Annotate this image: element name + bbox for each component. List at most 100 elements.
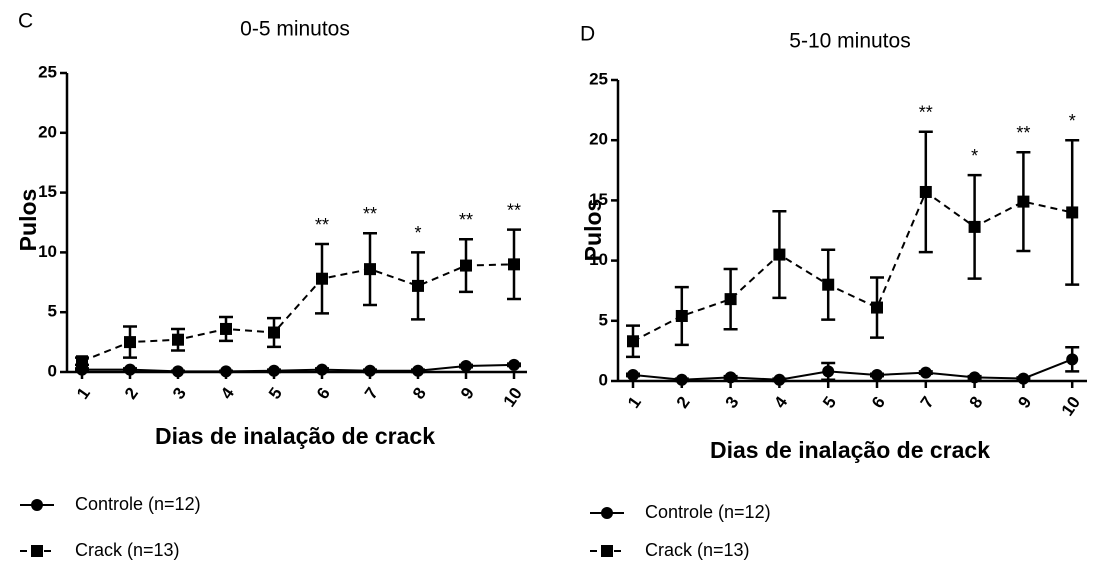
marker bbox=[1066, 206, 1079, 219]
annotation: * bbox=[1069, 111, 1076, 131]
x-tick-label: 8 bbox=[409, 384, 430, 403]
x-tick-label: 3 bbox=[722, 393, 743, 412]
marker bbox=[220, 322, 232, 335]
marker bbox=[460, 360, 472, 373]
y-tick-label: 20 bbox=[38, 122, 57, 141]
marker bbox=[871, 301, 883, 314]
y-tick-label: 5 bbox=[48, 302, 57, 321]
chart-title: 5-10 minutos bbox=[789, 30, 910, 53]
x-axis-label: Dias de inalação de crack bbox=[710, 437, 990, 463]
marker bbox=[124, 363, 136, 376]
marker bbox=[871, 368, 883, 381]
marker bbox=[773, 248, 786, 261]
annotation: ** bbox=[1016, 123, 1030, 143]
marker bbox=[601, 507, 613, 519]
y-tick-label: 25 bbox=[589, 69, 608, 88]
x-tick-label: 2 bbox=[121, 384, 142, 403]
x-tick-label: 9 bbox=[457, 384, 478, 403]
y-tick-label: 0 bbox=[599, 370, 608, 389]
y-axis-label: Pulos bbox=[580, 199, 606, 262]
marker bbox=[773, 373, 786, 386]
x-tick-label: 8 bbox=[966, 393, 987, 412]
legend-label: Controle (n=12) bbox=[645, 502, 771, 522]
y-tick-label: 25 bbox=[38, 62, 57, 81]
marker bbox=[675, 373, 688, 386]
marker bbox=[31, 545, 43, 557]
marker bbox=[968, 371, 981, 384]
marker bbox=[268, 326, 280, 339]
annotation: ** bbox=[363, 204, 377, 224]
chart: C 0-5 minutos Pulos Dias de inalação de cra… bbox=[15, 10, 527, 560]
annotation: ** bbox=[919, 103, 933, 123]
marker bbox=[919, 366, 932, 379]
x-tick-label: 4 bbox=[217, 384, 238, 403]
series-line bbox=[632, 358, 1073, 381]
x-tick-label: 3 bbox=[169, 384, 190, 403]
x-tick-label: 9 bbox=[1014, 393, 1035, 412]
series-line bbox=[632, 190, 1073, 343]
annotation: ** bbox=[459, 210, 473, 230]
marker bbox=[220, 365, 232, 378]
legend-label: Controle (n=12) bbox=[75, 494, 201, 514]
x-tick-label: 4 bbox=[770, 393, 791, 412]
chart-title: 0-5 minutos bbox=[240, 18, 350, 41]
series-line bbox=[81, 263, 515, 363]
x-tick-label: 6 bbox=[313, 384, 334, 403]
marker bbox=[364, 263, 376, 276]
marker bbox=[76, 355, 88, 368]
marker bbox=[675, 309, 688, 322]
marker bbox=[364, 364, 376, 377]
marker bbox=[460, 259, 472, 272]
y-axis-label: Pulos bbox=[15, 189, 41, 252]
annotation: ** bbox=[507, 200, 521, 220]
marker bbox=[1017, 195, 1030, 208]
panel-label: D bbox=[580, 23, 595, 46]
marker bbox=[316, 272, 328, 285]
x-tick-label: 5 bbox=[819, 393, 840, 412]
marker bbox=[724, 293, 737, 306]
x-tick-label: 10 bbox=[1058, 393, 1084, 419]
x-tick-label: 6 bbox=[868, 393, 889, 412]
marker bbox=[172, 365, 184, 378]
marker bbox=[316, 363, 328, 376]
annotation: * bbox=[971, 146, 978, 166]
y-tick-label: 15 bbox=[38, 182, 57, 201]
y-tick-label: 10 bbox=[38, 242, 57, 261]
marker bbox=[919, 185, 932, 198]
marker bbox=[822, 365, 835, 378]
legend-label: Crack (n=13) bbox=[645, 540, 750, 560]
marker bbox=[1066, 353, 1079, 366]
marker bbox=[268, 364, 280, 377]
marker bbox=[172, 333, 184, 346]
marker bbox=[412, 279, 424, 292]
x-tick-label: 7 bbox=[917, 393, 938, 412]
x-tick-label: 2 bbox=[673, 393, 694, 412]
marker bbox=[627, 368, 639, 381]
series-line bbox=[82, 363, 515, 373]
y-tick-label: 15 bbox=[589, 190, 608, 209]
legend-label: Crack (n=13) bbox=[75, 540, 180, 560]
y-tick-label: 0 bbox=[48, 361, 57, 380]
marker bbox=[822, 278, 835, 291]
marker bbox=[724, 371, 737, 384]
marker bbox=[1017, 372, 1030, 385]
marker bbox=[601, 545, 613, 557]
x-axis-label: Dias de inalação de crack bbox=[155, 423, 435, 449]
marker bbox=[31, 499, 43, 511]
x-tick-label: 5 bbox=[265, 384, 286, 403]
y-tick-label: 20 bbox=[589, 130, 608, 149]
annotation: ** bbox=[315, 215, 329, 235]
x-tick-label: 7 bbox=[361, 384, 382, 403]
chart: D 5-10 minutos Pulos Dias de inalação de cr… bbox=[580, 23, 1087, 560]
annotation: * bbox=[414, 223, 421, 243]
y-tick-label: 10 bbox=[589, 250, 608, 269]
marker bbox=[508, 358, 520, 371]
y-tick-label: 5 bbox=[599, 310, 608, 329]
marker bbox=[508, 258, 520, 271]
marker bbox=[412, 364, 424, 377]
panel-label: C bbox=[18, 10, 33, 33]
x-tick-label: 1 bbox=[73, 384, 94, 403]
marker bbox=[124, 336, 136, 349]
x-tick-label: 1 bbox=[624, 393, 645, 412]
